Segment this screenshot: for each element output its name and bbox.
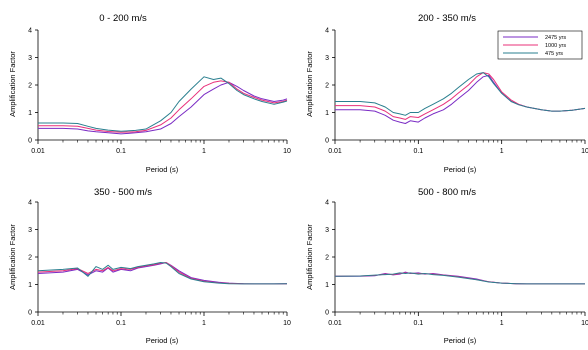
panel-3-x-tick-label: 0.1 xyxy=(116,320,126,327)
panel-1-y-tick-label: 1 xyxy=(28,110,32,117)
panel-2-x-tick-label: 0.01 xyxy=(328,148,342,155)
panel-3: 350 - 500 m/s Period (s) Amplification F… xyxy=(8,187,291,345)
panel-1-x-tick-label: 0.01 xyxy=(31,148,45,155)
panel-1-x-tick-label: 1 xyxy=(202,148,206,155)
panel-3-x-tick-label: 1 xyxy=(202,320,206,327)
panel-4-series-2-line xyxy=(334,272,585,285)
panel-2-series-1-line xyxy=(335,74,586,124)
panel-2-y-tick-label: 2 xyxy=(325,83,329,90)
panel-1-series-2-line xyxy=(38,80,288,133)
panel-4-x-tick-label: 1 xyxy=(500,320,504,327)
panel-3-y-tick-label: 1 xyxy=(28,282,32,289)
panel-3-y-tick-label: 0 xyxy=(28,310,32,317)
panel-1: 0 - 200 m/s Period (s) Amplification Fac… xyxy=(8,13,291,174)
panel-4-y-tick-label: 1 xyxy=(325,282,329,289)
panel-2-y-tick-label: 0 xyxy=(325,138,329,145)
panel-3-ylabel: Amplification Factor xyxy=(8,224,17,290)
panel-1-x-tick-label: 10 xyxy=(283,148,291,155)
panel-2-title: 200 - 350 m/s xyxy=(418,13,476,24)
panel-2-y-tick-label: 1 xyxy=(325,110,329,117)
panel-1-y-tick-label: 0 xyxy=(28,138,32,145)
panel-1-y-tick-label: 2 xyxy=(28,83,32,90)
panel-2-x-tick-label: 0.1 xyxy=(413,148,423,155)
panel-2-legend: 2475 yrs 1000 yrs 475 yrs xyxy=(497,30,583,60)
panel-3-x-tick-label: 0.01 xyxy=(31,320,45,327)
panel-2-y-tick-label: 3 xyxy=(325,55,329,62)
panel-4-ylabel: Amplification Factor xyxy=(305,224,314,290)
panel-4: 500 - 800 m/s Period (s) Amplification F… xyxy=(305,187,588,345)
panel-3-y-tick-label: 2 xyxy=(28,255,32,262)
panel-4-y-tick-label: 3 xyxy=(325,227,329,234)
panel-4-title: 500 - 800 m/s xyxy=(418,187,476,198)
panel-1-y-tick-label: 3 xyxy=(28,55,32,62)
panel-4-series-1-line xyxy=(335,271,585,285)
panel-2-legend-label-3: 475 yrs xyxy=(545,51,563,57)
panel-3-x-tick-label: 10 xyxy=(283,320,291,327)
panel-2-x-tick-label: 1 xyxy=(500,148,504,155)
panel-3-y-tick-label: 3 xyxy=(28,227,32,234)
panel-4-series-3-line xyxy=(334,272,585,285)
panel-1-series-1-line xyxy=(38,81,288,135)
panel-3-series-3-line xyxy=(37,262,288,285)
panel-2: 200 - 350 m/s Period (s) Amplification F… xyxy=(305,13,588,174)
panel-1-y-tick-label: 4 xyxy=(28,28,32,35)
panel-3-series-2-line xyxy=(37,262,288,285)
panel-2-legend-label-2: 1000 yrs xyxy=(545,43,566,49)
panel-3-y-tick-label: 4 xyxy=(28,200,32,207)
panel-2-xlabel: Period (s) xyxy=(444,165,477,174)
panel-4-x-tick-label: 0.1 xyxy=(413,320,423,327)
panel-4-y-tick-label: 4 xyxy=(325,200,329,207)
panel-2-series-3-line xyxy=(335,72,586,116)
panel-3-xlabel: Period (s) xyxy=(146,336,179,345)
panel-4-y-tick-label: 2 xyxy=(325,255,329,262)
panel-1-xlabel: Period (s) xyxy=(146,165,179,174)
panel-4-xlabel: Period (s) xyxy=(444,336,477,345)
panel-4-x-tick-label: 0.01 xyxy=(328,320,342,327)
panel-3-series-1-line xyxy=(37,262,288,285)
panel-1-ylabel: Amplification Factor xyxy=(8,51,17,117)
panel-2-y-tick-label: 4 xyxy=(325,28,329,35)
panel-4-y-tick-label: 0 xyxy=(325,310,329,317)
panel-2-ylabel: Amplification Factor xyxy=(305,51,314,117)
panel-2-x-tick-label: 10 xyxy=(581,148,588,155)
panel-2-series-2-line xyxy=(335,72,586,120)
panel-1-x-tick-label: 0.1 xyxy=(116,148,126,155)
panel-1-title: 0 - 200 m/s xyxy=(99,13,147,24)
panel-4-x-tick-label: 10 xyxy=(581,320,588,327)
panel-1-series-3-line xyxy=(38,76,288,132)
panel-3-title: 350 - 500 m/s xyxy=(94,187,152,198)
panel-2-legend-label-1: 2475 yrs xyxy=(545,35,566,41)
